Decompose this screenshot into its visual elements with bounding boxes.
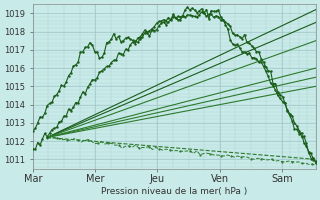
X-axis label: Pression niveau de la mer( hPa ): Pression niveau de la mer( hPa ) <box>101 187 247 196</box>
